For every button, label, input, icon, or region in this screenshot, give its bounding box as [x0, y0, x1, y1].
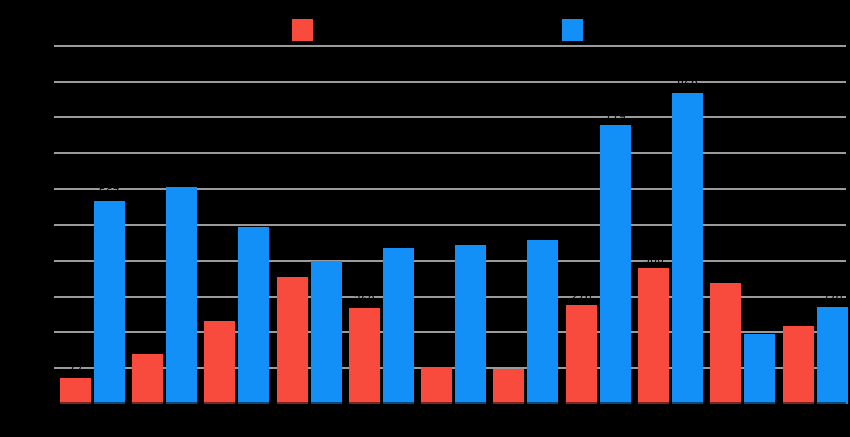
- y-tick-label: 1000: [16, 38, 47, 53]
- y-tick-label: 600: [24, 182, 47, 197]
- bar-series1-cat8: 276: [565, 290, 597, 404]
- bar-value-label: 436: [387, 232, 409, 246]
- bar-group-10: 338 195: [707, 46, 779, 404]
- bar-value-label: 567: [98, 185, 120, 199]
- y-tick-label: 700: [24, 146, 47, 161]
- bar-value-label: 869: [677, 77, 699, 91]
- bar-value-label: 779: [604, 109, 626, 123]
- bar-series2-cat3: 495: [238, 212, 270, 404]
- y-tick-label: 100: [24, 361, 47, 376]
- gridline: [54, 331, 846, 334]
- bar-group-1: 72 567: [56, 46, 128, 404]
- bar-value-label: 443: [460, 230, 482, 244]
- bar-group-7: 99 457: [490, 46, 562, 404]
- gridline: [54, 44, 846, 47]
- bar-group-9: 380 869: [634, 46, 706, 404]
- bar-value-label: 72: [68, 363, 83, 377]
- bar-value-label: 338: [715, 267, 737, 281]
- legend-item-series2: [562, 19, 761, 41]
- legend-swatch-red: [292, 19, 313, 41]
- bar-group-8: 276 779: [562, 46, 634, 404]
- bar-series1-cat10: 338: [710, 268, 742, 404]
- bar-value-label: 139: [136, 339, 158, 353]
- bar-group-4: 355 399: [273, 46, 345, 404]
- gridline: [54, 223, 846, 226]
- bar-value-label: 218: [787, 310, 809, 324]
- bar-group-6: 102 443: [417, 46, 489, 404]
- legend-item-series1: [292, 19, 491, 41]
- bar-value-label: 276: [570, 290, 592, 304]
- y-tick-label: 300: [24, 289, 47, 304]
- bar-series2-cat5: 436: [382, 233, 414, 404]
- gridline: [54, 152, 846, 155]
- bar-value-label: 457: [532, 225, 554, 239]
- bar-value-label: 102: [426, 352, 448, 366]
- bar-series1-cat3: 233: [204, 306, 236, 404]
- bar-series1-cat6: 102: [421, 352, 453, 404]
- bar-series2-cat9: 869: [672, 78, 704, 404]
- bar-value-label: 269: [353, 292, 375, 306]
- gridline: [54, 259, 846, 262]
- bar-group-2: 139 606: [128, 46, 200, 404]
- bar-series2-cat11: 270: [816, 292, 848, 404]
- bar-value-label: 380: [643, 252, 665, 266]
- bar-series1-cat4: 355: [276, 262, 308, 404]
- y-tick-label: 800: [24, 110, 47, 125]
- bar-value-label: 606: [170, 171, 192, 185]
- bar-series2-cat4: 399: [310, 246, 342, 404]
- bar-value-label: 233: [209, 305, 231, 319]
- bar-value-label: 355: [281, 261, 303, 275]
- y-tick-label: 500: [24, 217, 47, 232]
- bar-groups: 72 567 139 606 233 495 355 399 269 436 102 443 99 457…: [56, 46, 850, 404]
- bar-value-label: 99: [501, 353, 516, 367]
- y-tick-label: 200: [24, 325, 47, 340]
- gridline: [54, 295, 846, 298]
- bar-series2-cat7: 457: [527, 225, 559, 404]
- bar-value-label: 399: [315, 246, 337, 260]
- bar-group-3: 233 495: [201, 46, 273, 404]
- bar-series1-cat7: 99: [493, 354, 525, 404]
- y-tick-label: 0: [39, 396, 47, 411]
- bar-group-11: 218 270: [779, 46, 850, 404]
- bar-value-label: 270: [821, 292, 843, 306]
- gridline: [54, 116, 846, 119]
- bar-series1-cat2: 139: [131, 339, 163, 404]
- bar-value-label: 195: [749, 319, 771, 333]
- bar-series2-cat10: 195: [744, 319, 776, 404]
- bar-group-5: 269 436: [345, 46, 417, 404]
- bar-series2-cat6: 443: [455, 230, 487, 404]
- bar-series1-cat11: 218: [782, 311, 814, 404]
- bar-series1-cat5: 269: [348, 293, 380, 404]
- bar-series1-cat9: 380: [638, 253, 670, 404]
- bar-series2-cat1: 567: [93, 186, 125, 404]
- x-axis-line: [54, 401, 846, 405]
- gridline: [54, 80, 846, 83]
- gridline: [54, 188, 846, 191]
- bar-value-label: 495: [243, 211, 265, 225]
- bar-series2-cat8: 779: [599, 110, 631, 404]
- y-tick-label: 900: [24, 74, 47, 89]
- bar-series1-cat1: 72: [59, 363, 91, 404]
- plot-area: 72 567 139 606 233 495 355 399 269 436 102 443 99 457…: [16, 39, 848, 411]
- legend-swatch-blue: [562, 19, 583, 41]
- bar-series2-cat2: 606: [165, 172, 197, 404]
- chart-legend: [0, 19, 850, 41]
- y-tick-label: 400: [24, 253, 47, 268]
